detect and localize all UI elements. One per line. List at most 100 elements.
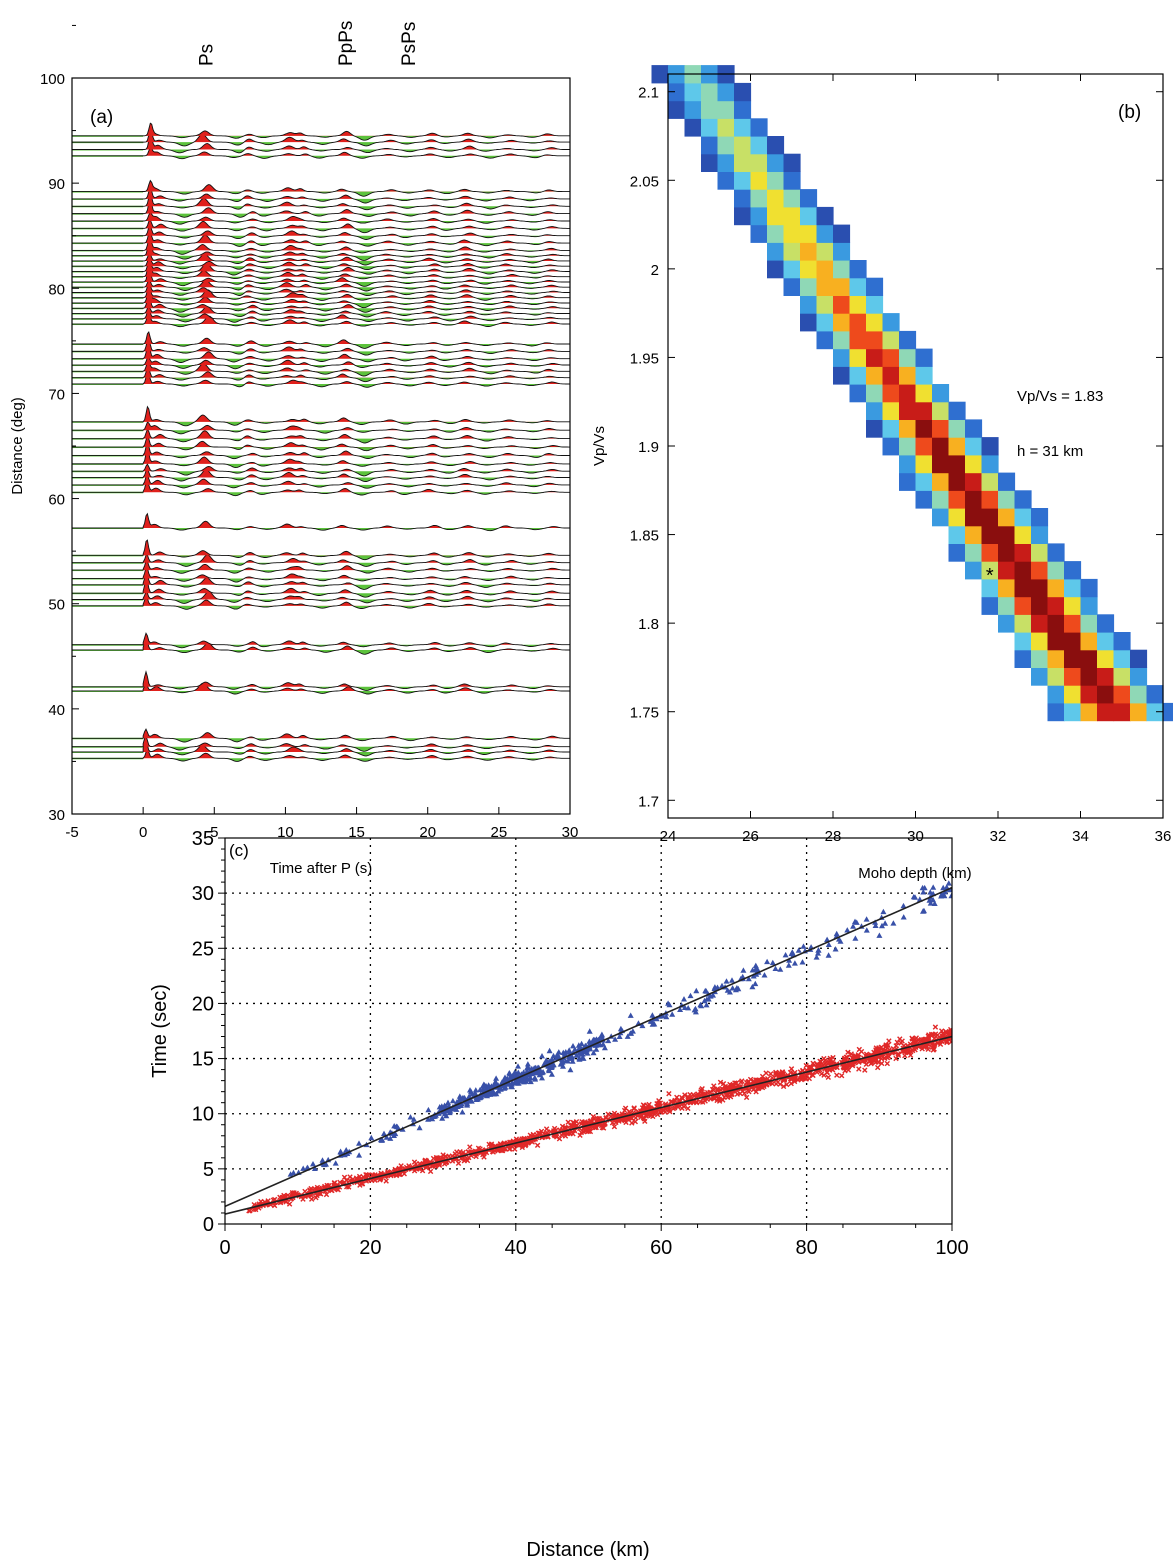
x-tick-label: 100 bbox=[935, 1237, 968, 1259]
y-tick-label: 2 bbox=[651, 262, 659, 279]
heatmap-cell bbox=[833, 348, 851, 367]
point-triangle bbox=[900, 914, 907, 920]
point-triangle bbox=[681, 1004, 688, 1010]
heatmap-cell bbox=[849, 330, 867, 350]
heatmap-cell bbox=[948, 543, 966, 562]
trace-line bbox=[72, 440, 570, 460]
heatmap-cell bbox=[750, 136, 768, 155]
point-triangle bbox=[446, 1109, 453, 1116]
point-x bbox=[753, 1089, 759, 1095]
point-triangle bbox=[577, 1050, 584, 1056]
heatmap-cell bbox=[1080, 685, 1098, 704]
heatmap-cell bbox=[750, 189, 768, 208]
heatmap-cell bbox=[734, 100, 752, 119]
point-x bbox=[845, 1049, 851, 1055]
heatmap-cell bbox=[1064, 561, 1082, 580]
panel-a-y-axis: 30 40 50 60 70 80 90 100 bbox=[40, 24, 79, 824]
heatmap-cell bbox=[1097, 632, 1115, 651]
heatmap-cell bbox=[833, 313, 851, 332]
point-triangle bbox=[550, 1052, 557, 1059]
point-triangle bbox=[601, 1044, 608, 1051]
heatmap-cell bbox=[882, 384, 900, 403]
trace-negative bbox=[143, 438, 570, 443]
point-triangle bbox=[777, 966, 784, 972]
point-triangle bbox=[772, 965, 779, 971]
trace-negative bbox=[143, 235, 570, 240]
point-triangle bbox=[711, 984, 718, 990]
trace-line bbox=[72, 670, 570, 691]
point-x bbox=[807, 1064, 814, 1070]
heatmap-cell bbox=[915, 384, 933, 403]
heatmap-cell bbox=[1064, 702, 1082, 722]
point-x bbox=[926, 1032, 932, 1038]
trace-line bbox=[72, 570, 570, 590]
trace-positive bbox=[143, 464, 570, 472]
x-tick-label: 26 bbox=[742, 828, 759, 845]
point-x bbox=[931, 1046, 937, 1052]
heatmap-cell bbox=[1130, 702, 1148, 722]
point-x bbox=[788, 1066, 795, 1072]
point-x bbox=[621, 1107, 628, 1114]
heatmap-cell bbox=[717, 153, 735, 172]
heatmap-cell bbox=[899, 348, 917, 367]
point-triangle bbox=[649, 1018, 656, 1024]
point-triangle bbox=[513, 1070, 520, 1077]
point-x bbox=[850, 1061, 856, 1067]
point-x bbox=[324, 1182, 330, 1189]
trace-layer bbox=[72, 122, 570, 762]
heatmap-cell bbox=[849, 277, 867, 296]
trace-line bbox=[72, 405, 570, 427]
point-x bbox=[910, 1047, 916, 1054]
heatmap-cell bbox=[816, 224, 834, 243]
trace-line bbox=[72, 211, 570, 225]
trace-line bbox=[72, 591, 570, 604]
heatmap-cell bbox=[882, 366, 900, 385]
y-tick-label: 70 bbox=[48, 386, 65, 403]
heatmap-cell bbox=[783, 153, 801, 172]
trace-line bbox=[72, 291, 570, 313]
heatmap-cell bbox=[915, 366, 933, 385]
point-triangle bbox=[515, 1063, 521, 1069]
heatmap-cell bbox=[734, 189, 752, 208]
heatmap-cell bbox=[882, 401, 900, 420]
trace-line bbox=[72, 734, 570, 752]
point-triangle bbox=[525, 1064, 532, 1070]
heatmap-cell bbox=[800, 295, 818, 314]
point-x bbox=[323, 1191, 330, 1198]
point-triangle bbox=[524, 1061, 531, 1067]
heatmap-cell bbox=[866, 384, 884, 403]
point-triangle bbox=[930, 884, 937, 890]
point-x bbox=[921, 1044, 927, 1051]
point-x bbox=[488, 1141, 495, 1147]
panel-b-xlabel: Moho depth (km) bbox=[858, 865, 971, 882]
point-triangle bbox=[844, 927, 851, 933]
point-triangle bbox=[509, 1072, 516, 1078]
heatmap-cell bbox=[965, 472, 983, 491]
point-triangle bbox=[919, 884, 926, 891]
trace-line bbox=[72, 512, 570, 532]
point-x bbox=[720, 1081, 727, 1087]
heatmap-cell bbox=[866, 313, 884, 332]
point-x bbox=[879, 1047, 886, 1053]
heatmap-cell bbox=[1064, 596, 1082, 615]
point-triangle bbox=[443, 1112, 450, 1119]
heatmap-cell bbox=[965, 454, 983, 474]
point-x bbox=[727, 1081, 733, 1088]
point-triangle bbox=[687, 992, 694, 999]
heatmap-cell bbox=[750, 171, 768, 190]
point-x bbox=[883, 1043, 889, 1049]
point-x bbox=[830, 1067, 836, 1073]
trace-positive bbox=[143, 123, 570, 136]
y-tick-label: 1.7 bbox=[638, 793, 659, 810]
heatmap-cell bbox=[998, 472, 1016, 491]
point-x bbox=[631, 1106, 637, 1112]
point-x bbox=[473, 1153, 479, 1160]
heatmap-cell bbox=[981, 561, 999, 580]
heatmap-cell bbox=[1130, 649, 1148, 668]
point-triangle bbox=[562, 1049, 569, 1055]
point-triangle bbox=[356, 1140, 362, 1146]
point-x bbox=[871, 1058, 877, 1064]
heatmap-cell bbox=[783, 242, 801, 261]
point-x bbox=[501, 1146, 508, 1152]
heatmap-cell bbox=[651, 65, 669, 84]
